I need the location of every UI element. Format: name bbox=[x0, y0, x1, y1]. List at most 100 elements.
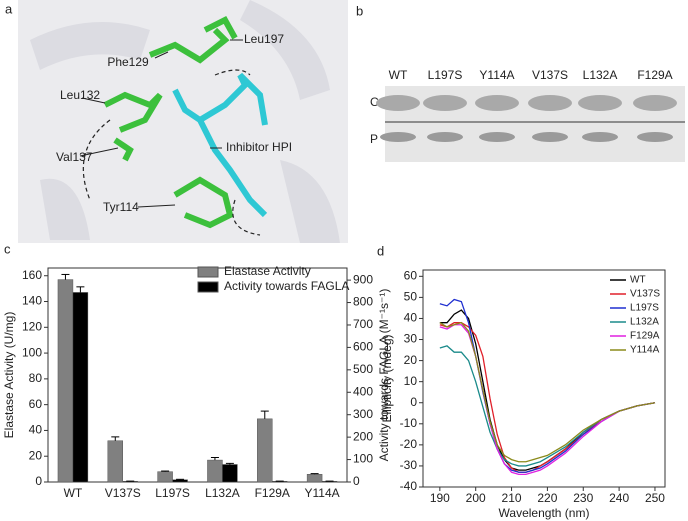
lane-label: L132A bbox=[583, 68, 618, 82]
bar bbox=[306, 474, 323, 483]
y-tick-label: 140 bbox=[22, 294, 42, 308]
gel-row-label: C bbox=[370, 95, 379, 109]
line-series bbox=[439, 324, 656, 476]
y2-tick-label: 900 bbox=[353, 272, 373, 286]
line-series bbox=[439, 345, 656, 467]
y2-tick-label: 300 bbox=[353, 407, 373, 421]
panel-label: b bbox=[356, 3, 363, 18]
y-tick-label: 0 bbox=[410, 395, 417, 409]
legend-label: F129A bbox=[630, 331, 660, 342]
x-tick-label: F129A bbox=[255, 486, 290, 500]
gel-band bbox=[380, 132, 416, 142]
y2-tick-label: 100 bbox=[353, 452, 373, 466]
bar bbox=[172, 479, 188, 483]
bar bbox=[207, 459, 223, 483]
structure-image bbox=[18, 0, 348, 243]
legend-label: WT bbox=[630, 275, 646, 286]
gel-band bbox=[582, 132, 618, 142]
y2-axis-title: Activity towards FAGLA (M⁻¹s⁻¹) bbox=[377, 289, 391, 462]
residue-label: Val137 bbox=[56, 150, 93, 164]
line-series bbox=[439, 309, 656, 471]
line-series bbox=[439, 298, 656, 473]
bar bbox=[222, 464, 238, 483]
x-tick-label: 200 bbox=[466, 491, 486, 505]
error-bar bbox=[310, 473, 319, 475]
x-tick-label: Y114A bbox=[305, 486, 340, 500]
legend-swatch bbox=[197, 281, 219, 293]
y-tick-label: 20 bbox=[29, 448, 43, 462]
y-tick-label: 10 bbox=[404, 374, 418, 388]
bar bbox=[257, 418, 273, 483]
x-tick-label: L132A bbox=[205, 486, 240, 500]
residue-label: Tyr114 bbox=[103, 200, 139, 214]
legend-label: Activity towards FAGLA bbox=[224, 279, 349, 293]
residue-label: Leu197 bbox=[244, 32, 284, 46]
y-tick-label: -40 bbox=[400, 479, 418, 493]
error-bar bbox=[161, 470, 170, 472]
x-tick-label: 220 bbox=[537, 491, 557, 505]
gel-row-label: P bbox=[370, 132, 378, 146]
error-bar bbox=[111, 436, 120, 441]
y-tick-label: -10 bbox=[400, 416, 418, 430]
error-bar bbox=[225, 462, 234, 465]
y-tick-label: 40 bbox=[29, 423, 43, 437]
gel-band bbox=[423, 95, 467, 111]
x-tick-label: L197S bbox=[155, 486, 190, 500]
y-tick-label: 60 bbox=[29, 397, 43, 411]
y-tick-label: -20 bbox=[400, 437, 418, 451]
panel-label: d bbox=[377, 243, 384, 258]
residue-label: Inhibitor HPI bbox=[226, 140, 292, 154]
error-bar bbox=[61, 273, 70, 280]
plot-frame bbox=[47, 267, 348, 483]
error-bar bbox=[210, 457, 219, 461]
legend-label: V137S bbox=[630, 289, 660, 300]
y-tick-label: 0 bbox=[35, 474, 42, 488]
bar bbox=[107, 440, 124, 483]
lane-label: WT bbox=[389, 68, 408, 82]
line-series bbox=[439, 321, 656, 463]
y-tick-label: 40 bbox=[404, 311, 418, 325]
y2-tick-label: 800 bbox=[353, 295, 373, 309]
legend-label: Y114A bbox=[630, 345, 660, 356]
y2-tick-label: 700 bbox=[353, 317, 373, 331]
x-tick-label: 190 bbox=[430, 491, 450, 505]
gel-band bbox=[479, 132, 515, 142]
gel-band bbox=[578, 95, 622, 111]
lane-label: Y114A bbox=[479, 68, 514, 82]
legend-label: L197S bbox=[630, 303, 659, 314]
y2-tick-label: 500 bbox=[353, 362, 373, 376]
y-tick-label: 50 bbox=[404, 290, 418, 304]
plot-frame bbox=[422, 269, 666, 488]
legend-label: Elastase Activity bbox=[224, 264, 311, 278]
gel-band bbox=[475, 95, 519, 111]
error-bar bbox=[260, 410, 269, 419]
y2-tick-label: 0 bbox=[353, 474, 360, 488]
x-axis-title: Wavelength (nm) bbox=[499, 506, 590, 520]
panel-label: a bbox=[5, 1, 13, 16]
y2-tick-label: 200 bbox=[353, 429, 373, 443]
y-axis-title: Elastase Activity (U/mg) bbox=[2, 312, 16, 439]
x-tick-label: WT bbox=[64, 486, 83, 500]
bar bbox=[57, 279, 74, 483]
lane-label: L197S bbox=[428, 68, 463, 82]
residue-label: Leu132 bbox=[60, 88, 100, 102]
gel-band bbox=[633, 95, 677, 111]
x-tick-label: 240 bbox=[609, 491, 629, 505]
x-tick-label: 210 bbox=[502, 491, 522, 505]
y-tick-label: 160 bbox=[22, 268, 42, 282]
gel-band bbox=[427, 132, 463, 142]
y-axis-title: Ellipticity (mdeg) bbox=[380, 334, 394, 422]
gel-band bbox=[528, 95, 572, 111]
residue-label: Phe129 bbox=[107, 55, 149, 69]
y-tick-label: 60 bbox=[404, 268, 418, 282]
line-series bbox=[439, 322, 656, 473]
bar bbox=[72, 292, 89, 483]
error-bar bbox=[76, 286, 85, 293]
y-tick-label: 100 bbox=[22, 345, 42, 359]
y2-tick-label: 400 bbox=[353, 384, 373, 398]
gel-band bbox=[376, 95, 420, 111]
y-tick-label: 80 bbox=[29, 371, 43, 385]
gel-band bbox=[637, 132, 673, 142]
legend-label: L132A bbox=[630, 317, 659, 328]
